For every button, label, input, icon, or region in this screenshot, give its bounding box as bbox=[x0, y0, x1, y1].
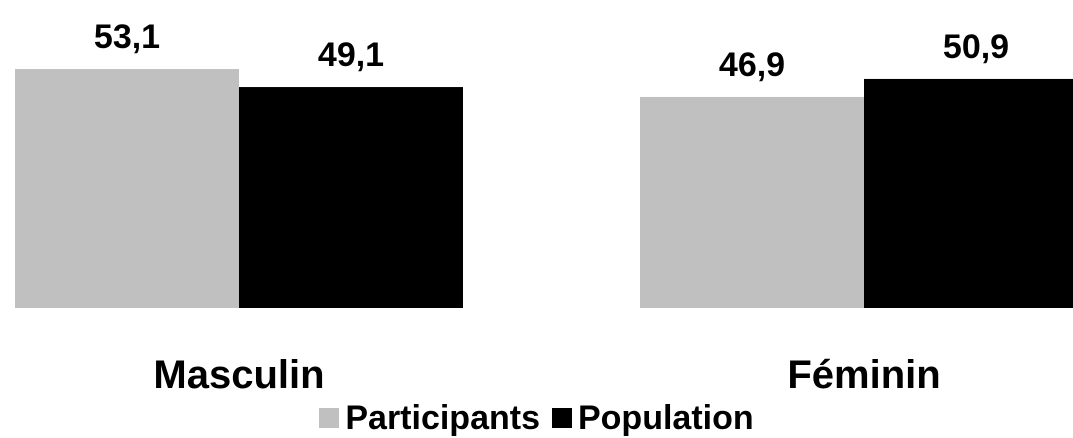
data-label-population-feminin: 50,9 bbox=[943, 28, 1009, 66]
data-label-participants-feminin: 46,9 bbox=[719, 46, 785, 84]
legend-swatch-population bbox=[551, 408, 572, 428]
bar-participants-masculin bbox=[15, 69, 239, 308]
bar-population-masculin bbox=[239, 87, 463, 308]
legend-swatch-participants bbox=[319, 408, 340, 428]
legend-item-population: Population bbox=[551, 398, 754, 438]
category-label-feminin: Féminin bbox=[787, 353, 940, 397]
bar-participants-feminin bbox=[640, 96, 864, 308]
legend-label-participants: Participants bbox=[345, 398, 540, 437]
legend-item-participants: Participants bbox=[319, 399, 540, 438]
legend-label-population: Population bbox=[577, 398, 754, 437]
bar-population-feminin bbox=[864, 78, 1073, 308]
data-label-participants-masculin: 53,1 bbox=[94, 18, 160, 56]
category-label-masculin: Masculin bbox=[153, 353, 324, 397]
data-label-population-masculin: 49,1 bbox=[318, 36, 384, 74]
legend: Participants Population bbox=[0, 398, 1073, 438]
